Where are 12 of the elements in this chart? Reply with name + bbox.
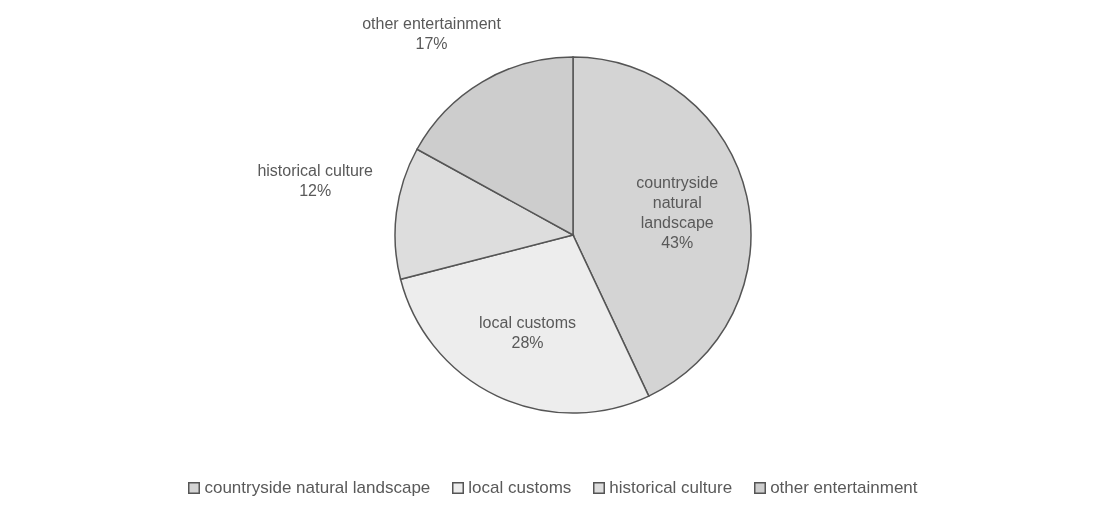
data-label: 12% xyxy=(299,181,332,199)
data-label: 17% xyxy=(415,34,448,52)
slice-label: historical culture xyxy=(257,161,374,179)
slice-label: local customs xyxy=(479,313,576,331)
slice-label: other entertainment xyxy=(362,14,502,32)
legend-label: other entertainment xyxy=(770,478,918,498)
legend-label: local customs xyxy=(468,478,572,498)
legend-label: countryside natural landscape xyxy=(204,478,431,498)
slice-label: countryside natural landscape xyxy=(636,173,719,231)
legend-label: historical culture xyxy=(609,478,733,498)
data-label: 43% xyxy=(661,233,694,251)
data-label: 28% xyxy=(511,333,544,351)
